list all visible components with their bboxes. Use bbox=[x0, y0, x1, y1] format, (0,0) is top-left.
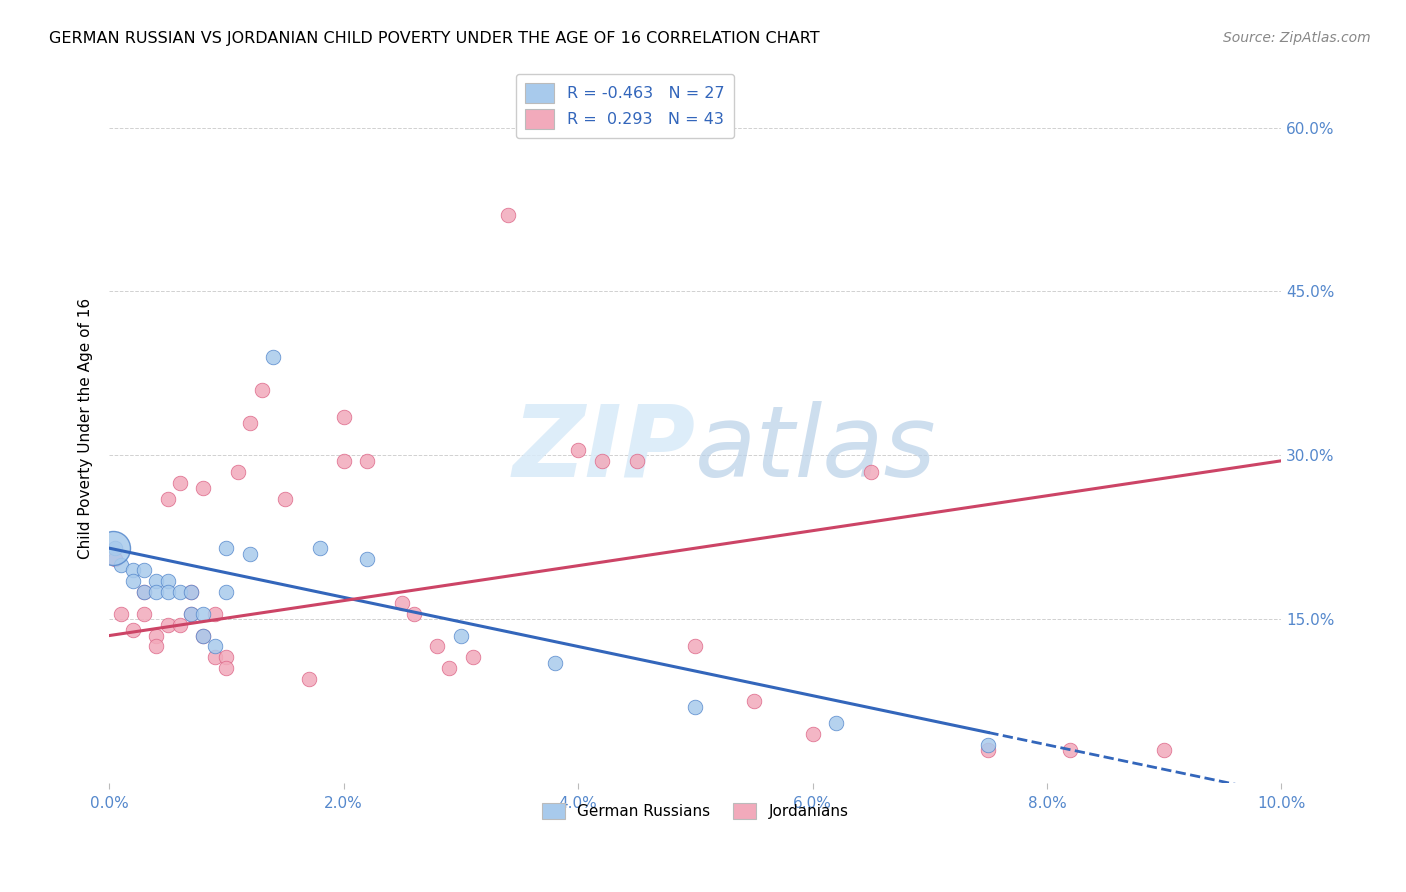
Point bbox=[145, 640, 167, 654]
Point bbox=[567, 442, 589, 457]
Point bbox=[977, 743, 1000, 757]
Point bbox=[180, 585, 202, 599]
Point bbox=[685, 699, 707, 714]
Point bbox=[145, 585, 167, 599]
Point bbox=[134, 607, 156, 621]
Point bbox=[977, 738, 1000, 752]
Point bbox=[461, 650, 484, 665]
Point bbox=[742, 694, 765, 708]
Point bbox=[180, 607, 202, 621]
Point bbox=[180, 607, 202, 621]
Point bbox=[145, 574, 167, 588]
Point bbox=[1153, 743, 1175, 757]
Point bbox=[825, 715, 848, 730]
Point bbox=[262, 350, 284, 364]
Point bbox=[101, 541, 124, 556]
Point bbox=[1059, 743, 1081, 757]
Point bbox=[860, 465, 883, 479]
Point bbox=[204, 607, 226, 621]
Point bbox=[121, 574, 143, 588]
Point bbox=[204, 640, 226, 654]
Point bbox=[134, 585, 156, 599]
Point bbox=[250, 383, 273, 397]
Point bbox=[437, 661, 460, 675]
Point bbox=[226, 465, 249, 479]
Point bbox=[215, 585, 238, 599]
Text: ZIP: ZIP bbox=[512, 401, 696, 498]
Point bbox=[274, 491, 297, 506]
Point bbox=[215, 661, 238, 675]
Point bbox=[169, 617, 191, 632]
Point bbox=[191, 629, 214, 643]
Point bbox=[110, 607, 132, 621]
Point bbox=[426, 640, 449, 654]
Y-axis label: Child Poverty Under the Age of 16: Child Poverty Under the Age of 16 bbox=[79, 297, 93, 558]
Point bbox=[801, 727, 824, 741]
Point bbox=[156, 617, 179, 632]
Point bbox=[156, 574, 179, 588]
Point bbox=[543, 656, 565, 670]
Text: GERMAN RUSSIAN VS JORDANIAN CHILD POVERTY UNDER THE AGE OF 16 CORRELATION CHART: GERMAN RUSSIAN VS JORDANIAN CHILD POVERT… bbox=[49, 31, 820, 46]
Point bbox=[685, 640, 707, 654]
Point bbox=[297, 673, 319, 687]
Point bbox=[191, 629, 214, 643]
Point bbox=[191, 607, 214, 621]
Point bbox=[180, 585, 202, 599]
Text: Source: ZipAtlas.com: Source: ZipAtlas.com bbox=[1223, 31, 1371, 45]
Point bbox=[169, 475, 191, 490]
Point bbox=[356, 454, 378, 468]
Point bbox=[104, 541, 127, 556]
Point bbox=[309, 541, 332, 556]
Point bbox=[156, 585, 179, 599]
Point bbox=[169, 585, 191, 599]
Point bbox=[402, 607, 425, 621]
Point bbox=[626, 454, 648, 468]
Point bbox=[204, 650, 226, 665]
Point bbox=[110, 558, 132, 572]
Point bbox=[591, 454, 613, 468]
Legend: German Russians, Jordanians: German Russians, Jordanians bbox=[536, 797, 855, 825]
Point bbox=[121, 623, 143, 637]
Point bbox=[145, 629, 167, 643]
Point bbox=[332, 410, 354, 425]
Point bbox=[332, 454, 354, 468]
Point bbox=[239, 547, 262, 561]
Point bbox=[239, 416, 262, 430]
Point bbox=[496, 208, 519, 222]
Point bbox=[215, 541, 238, 556]
Point bbox=[104, 552, 127, 566]
Point bbox=[134, 585, 156, 599]
Point bbox=[356, 552, 378, 566]
Point bbox=[134, 563, 156, 577]
Point bbox=[121, 563, 143, 577]
Point bbox=[156, 491, 179, 506]
Point bbox=[391, 596, 413, 610]
Point bbox=[450, 629, 472, 643]
Point bbox=[215, 650, 238, 665]
Point bbox=[191, 481, 214, 495]
Text: atlas: atlas bbox=[696, 401, 936, 498]
